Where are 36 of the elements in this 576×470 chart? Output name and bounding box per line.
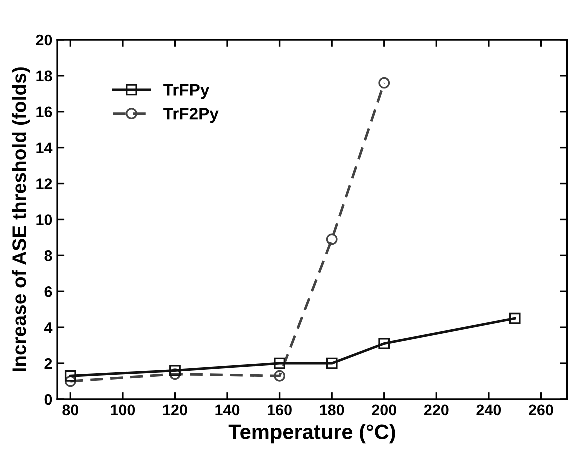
y-tick-label: 18 — [36, 70, 52, 82]
y-tick-label: 20 — [36, 34, 52, 46]
x-tick-label: 220 — [424, 404, 449, 416]
y-tick-label: 6 — [44, 286, 52, 298]
x-tick-label: 120 — [163, 404, 188, 416]
y-tick-label: 4 — [44, 322, 53, 334]
x-tick-label: 240 — [476, 404, 502, 416]
point — [64, 370, 76, 382]
y-tick-label: 2 — [44, 358, 52, 370]
point — [274, 358, 286, 370]
x-tick-label: 260 — [529, 404, 554, 416]
point — [378, 338, 390, 350]
point — [274, 370, 286, 382]
y-tick-label: 8 — [44, 250, 52, 262]
x-axis-title: Temperature (°C) — [228, 424, 396, 444]
x-tick-label: 160 — [268, 404, 292, 416]
y-tick-label: 10 — [36, 214, 52, 226]
y-tick-label: 16 — [36, 106, 52, 118]
y-tick-label: 14 — [36, 142, 53, 154]
point — [170, 368, 181, 380]
y-axis-title: Increase of ASE threshold (folds) — [12, 68, 30, 372]
y-tick-label: 0 — [44, 394, 52, 406]
legend-label: TrF2Py — [164, 108, 219, 124]
point — [378, 77, 390, 89]
legend-label: TrFPy — [164, 84, 210, 100]
point — [170, 365, 181, 376]
point — [64, 376, 76, 388]
x-tick-label: 140 — [216, 404, 240, 416]
x-tick-label: 80 — [62, 404, 79, 416]
x-tick-label: 180 — [320, 404, 344, 416]
x-tick-label: 100 — [111, 404, 136, 416]
point — [326, 234, 338, 246]
point — [509, 312, 521, 324]
point — [326, 358, 338, 370]
x-tick-label: 200 — [372, 404, 396, 416]
y-tick-label: 12 — [36, 178, 52, 190]
